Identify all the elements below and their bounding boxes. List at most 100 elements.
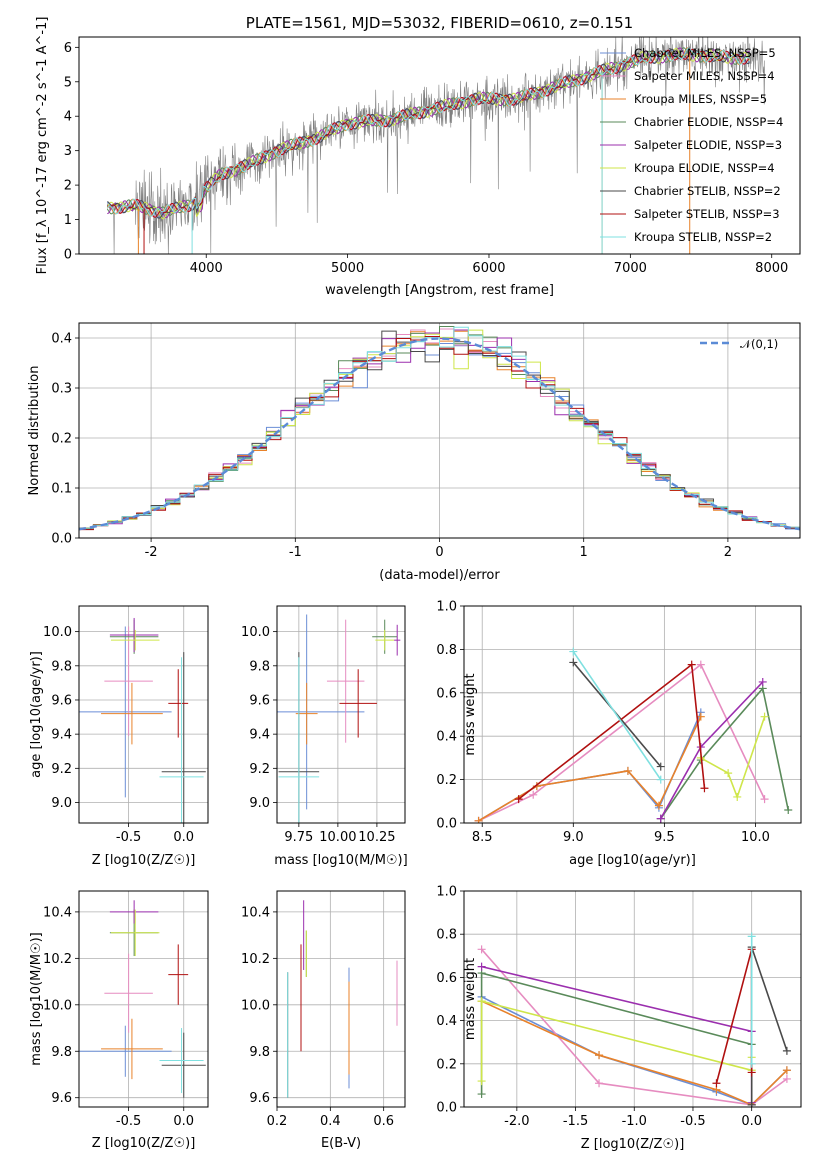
y-tick-label: 9.0 (51, 796, 72, 811)
y-tick-label: 0.0 (436, 1101, 457, 1116)
chart-title: PLATE=1561, MJD=53032, FIBERID=0610, z=0… (246, 14, 633, 32)
x-tick-label: -2 (145, 545, 158, 560)
chart-mass_weight_vs_Z: -2.0 -1.5 -1.0 -0.5 0.0 0.0 0.2 0.4 0.6 0.8 1.0 Z [… (436, 885, 802, 1152)
x-axis-label: age [log10(age/yr)] (569, 853, 696, 868)
y-tick-label: 10.4 (241, 905, 270, 920)
marker-salpeter_stelib (700, 784, 709, 793)
x-tick-label: 9.5 (654, 830, 675, 845)
y-tick-label: 9.8 (51, 1045, 72, 1060)
legend-label: Chabrier ELODIE, NSSP=4 (634, 115, 783, 129)
normal-curve (79, 337, 800, 531)
line-salpeter_stelib (518, 663, 706, 800)
marker-salpeter_miles (696, 660, 705, 669)
y-tick-label: 9.6 (51, 693, 72, 708)
y-tick-label: 0.4 (436, 1014, 457, 1029)
y-tick-label: 10.0 (43, 625, 72, 640)
marker-kroupa_elodie (477, 997, 486, 1006)
marker-salpeter_stelib (747, 1068, 756, 1077)
y-tick-label: 1.0 (436, 885, 457, 900)
x-axis-label: (data-model)/error (379, 568, 500, 583)
marker-kroupa_elodie (733, 792, 742, 801)
y-tick-label: 0.8 (436, 643, 457, 658)
x-tick-label: 0.0 (173, 1114, 194, 1129)
x-tick-label: 10.25 (358, 830, 395, 845)
marker-chabrier_elodie (784, 805, 793, 814)
y-tick-label: 0.4 (51, 332, 72, 347)
legend-label: Salpeter STELIB, NSSP=3 (634, 207, 780, 221)
y-axis-label: mass weight (463, 958, 478, 1040)
x-tick-label: 8.5 (472, 830, 493, 845)
chart-spectrum: 4000 5000 6000 7000 8000 0 1 2 3 4 5 6 PLATE=1561, M… (35, 14, 801, 298)
x-tick-label: 0.4 (320, 1114, 341, 1129)
y-tick-label: 9.8 (249, 1045, 270, 1060)
axes-frame (276, 890, 406, 1108)
marker-kroupa_stelib (747, 932, 756, 941)
x-axis-label: Z [log10(Z/Z☉)] (92, 1136, 196, 1151)
line-salpeter_elodie (660, 681, 764, 820)
y-tick-label: 10.4 (43, 905, 72, 920)
y-axis-label: age [log10(age/yr)] (29, 651, 44, 778)
x-tick-label: 10.00 (319, 830, 356, 845)
legend-label: Salpeter MILES, NSSP=4 (634, 69, 775, 83)
plot-area (79, 900, 206, 1098)
x-tick-label: 10.0 (741, 830, 770, 845)
line-salpeter_stelib (715, 949, 753, 1084)
y-tick-label: 9.6 (249, 693, 270, 708)
x-tick-label: 9.0 (563, 830, 584, 845)
legend-label: 𝒩(0,1) (740, 337, 778, 351)
line-chabrier_elodie (480, 972, 752, 1094)
x-tick-label: 0 (435, 545, 443, 560)
marker-salpeter_elodie (656, 814, 665, 823)
marker-kroupa_miles (623, 766, 632, 775)
x-tick-label: 0.0 (173, 830, 194, 845)
plot-area (79, 617, 206, 823)
x-axis-label: Z [log10(Z/Z☉)] (92, 853, 196, 868)
x-tick-label: 7000 (614, 261, 647, 276)
x-tick-label: -1.0 (622, 1114, 647, 1129)
y-tick-label: 0.0 (436, 817, 457, 832)
y-tick-label: 9.0 (249, 796, 270, 811)
line-kroupa_elodie (480, 1000, 753, 1082)
y-tick-label: 10.0 (241, 625, 270, 640)
marker-kroupa_miles (654, 801, 663, 810)
y-tick-label: 10.2 (241, 952, 270, 967)
y-tick-label: 9.4 (51, 728, 72, 743)
legend-label: Kroupa MILES, NSSP=5 (634, 92, 767, 106)
y-tick-label: 0.0 (51, 532, 72, 547)
marker-kroupa_stelib (656, 775, 665, 784)
axes-frame (78, 890, 209, 1108)
axes-frame (276, 605, 406, 824)
axes-frame (78, 36, 801, 255)
x-tick-label: 1 (580, 545, 588, 560)
marker-chabrier_stelib (747, 1100, 756, 1107)
marker-kroupa_elodie (760, 712, 769, 721)
line-salpeter_elodie (481, 965, 753, 1103)
marker-salpeter_stelib (687, 660, 696, 669)
marker-salpeter_miles (529, 790, 538, 799)
marker-salpeter_miles (782, 1074, 791, 1083)
marker-chabrier_stelib (656, 762, 665, 771)
y-tick-label: 0.8 (436, 928, 457, 943)
x-tick-label: -0.5 (116, 830, 141, 845)
chart-mass_weight_vs_age: 8.5 9.0 9.5 10.0 0.0 0.2 0.4 0.6 0.8 1.0 age [log1… (436, 600, 802, 868)
histogram-kroupa_stelib (79, 326, 800, 538)
plot-area (287, 900, 398, 1098)
marker-salpeter_stelib (514, 795, 523, 804)
y-tick-label: 1.0 (436, 600, 457, 615)
x-axis-label: mass [log10(M/M☉)] (274, 853, 407, 868)
y-axis-label: Flux [f_λ 10^-17 erg cm^-2 s^-1 A^-1] (35, 17, 50, 275)
model-kroupa_elodie (106, 47, 751, 220)
legend-label: Kroupa STELIB, NSSP=2 (634, 230, 772, 244)
y-tick-label: 0 (64, 248, 72, 263)
marker-salpeter_miles (477, 945, 486, 954)
marker-kroupa_stelib (747, 1059, 756, 1068)
y-tick-label: 9.6 (249, 1091, 270, 1106)
model-salpeter_stelib (106, 49, 750, 218)
line-chabrier_stelib (750, 946, 788, 1105)
model-kroupa_stelib (106, 47, 750, 217)
line-kroupa_elodie (700, 716, 766, 800)
y-tick-label: 9.2 (249, 762, 270, 777)
marker-chabrier_elodie (477, 1090, 486, 1099)
y-tick-label: 6 (64, 41, 72, 56)
x-tick-label: -0.5 (680, 1114, 705, 1129)
